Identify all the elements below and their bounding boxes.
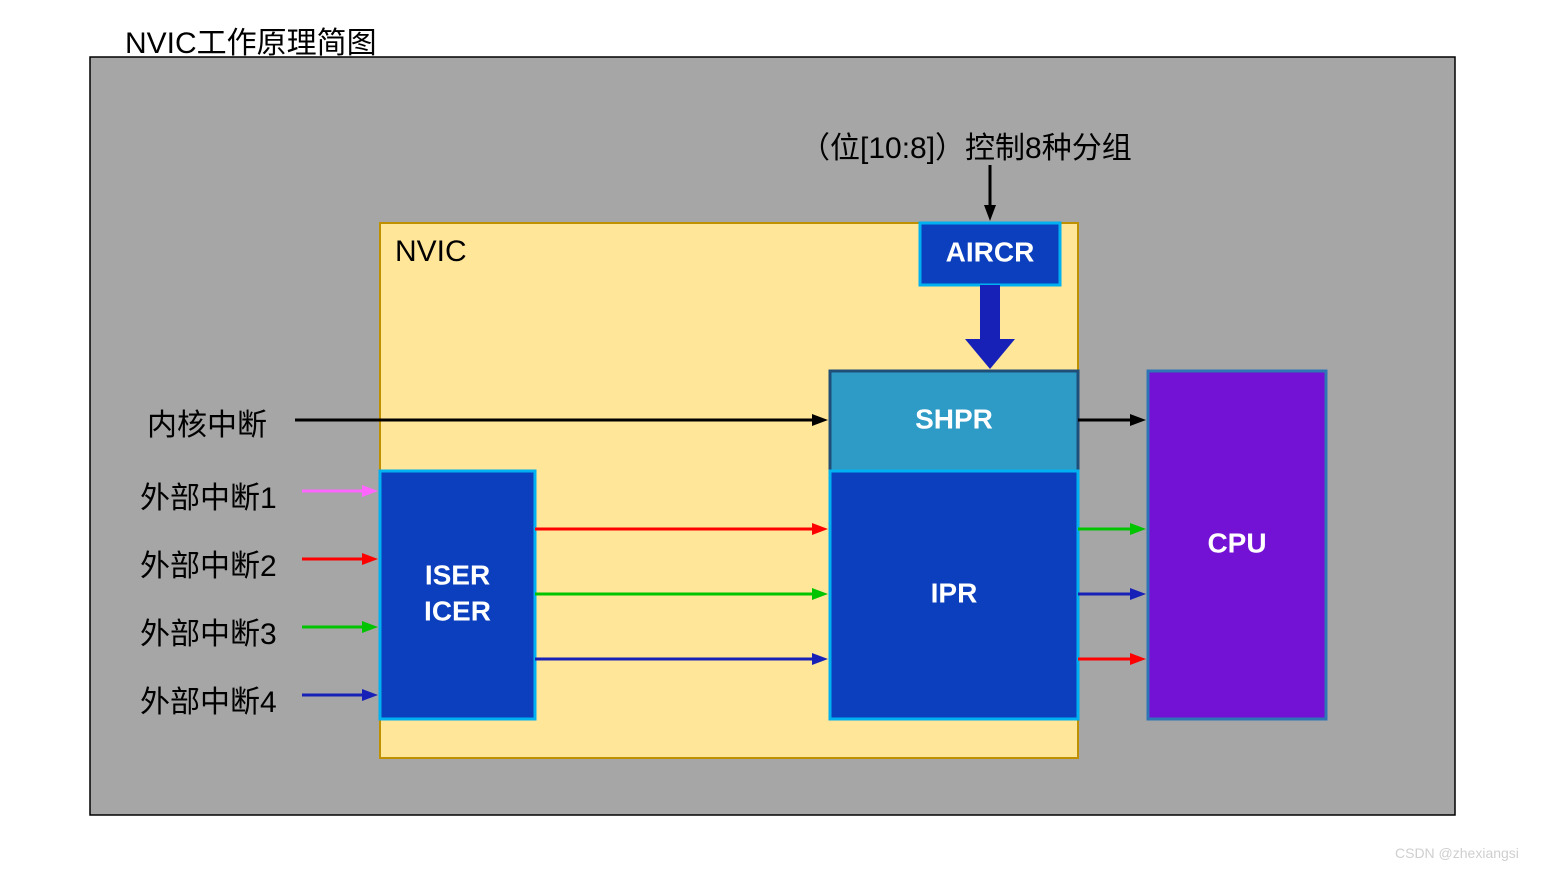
iser-label-top: ISER [425, 559, 490, 590]
label-ext1: 外部中断1 [140, 473, 277, 517]
label-ext4: 外部中断4 [140, 677, 277, 721]
watermark: CSDN @zhexiangsi [1395, 845, 1519, 861]
note-top: （位[10:8]）控制8种分组 [800, 123, 1132, 167]
label-core-int: 内核中断 [147, 400, 267, 444]
iser-label-bot: ICER [424, 595, 491, 626]
aircr-to-shpr-shaft [980, 285, 1000, 339]
shpr-label: SHPR [915, 403, 993, 434]
label-ext3: 外部中断3 [140, 609, 277, 653]
nvic-panel-label: NVIC [395, 235, 467, 269]
ipr-label: IPR [931, 577, 978, 608]
label-ext2: 外部中断2 [140, 541, 277, 585]
aircr-label: AIRCR [946, 236, 1035, 267]
diagram-title: NVIC工作原理简图 [125, 18, 377, 62]
diagram-stage: NVIC工作原理简图 （位[10:8]）控制8种分组 CSDN @zhexian… [0, 0, 1549, 871]
cpu-label: CPU [1207, 527, 1266, 558]
